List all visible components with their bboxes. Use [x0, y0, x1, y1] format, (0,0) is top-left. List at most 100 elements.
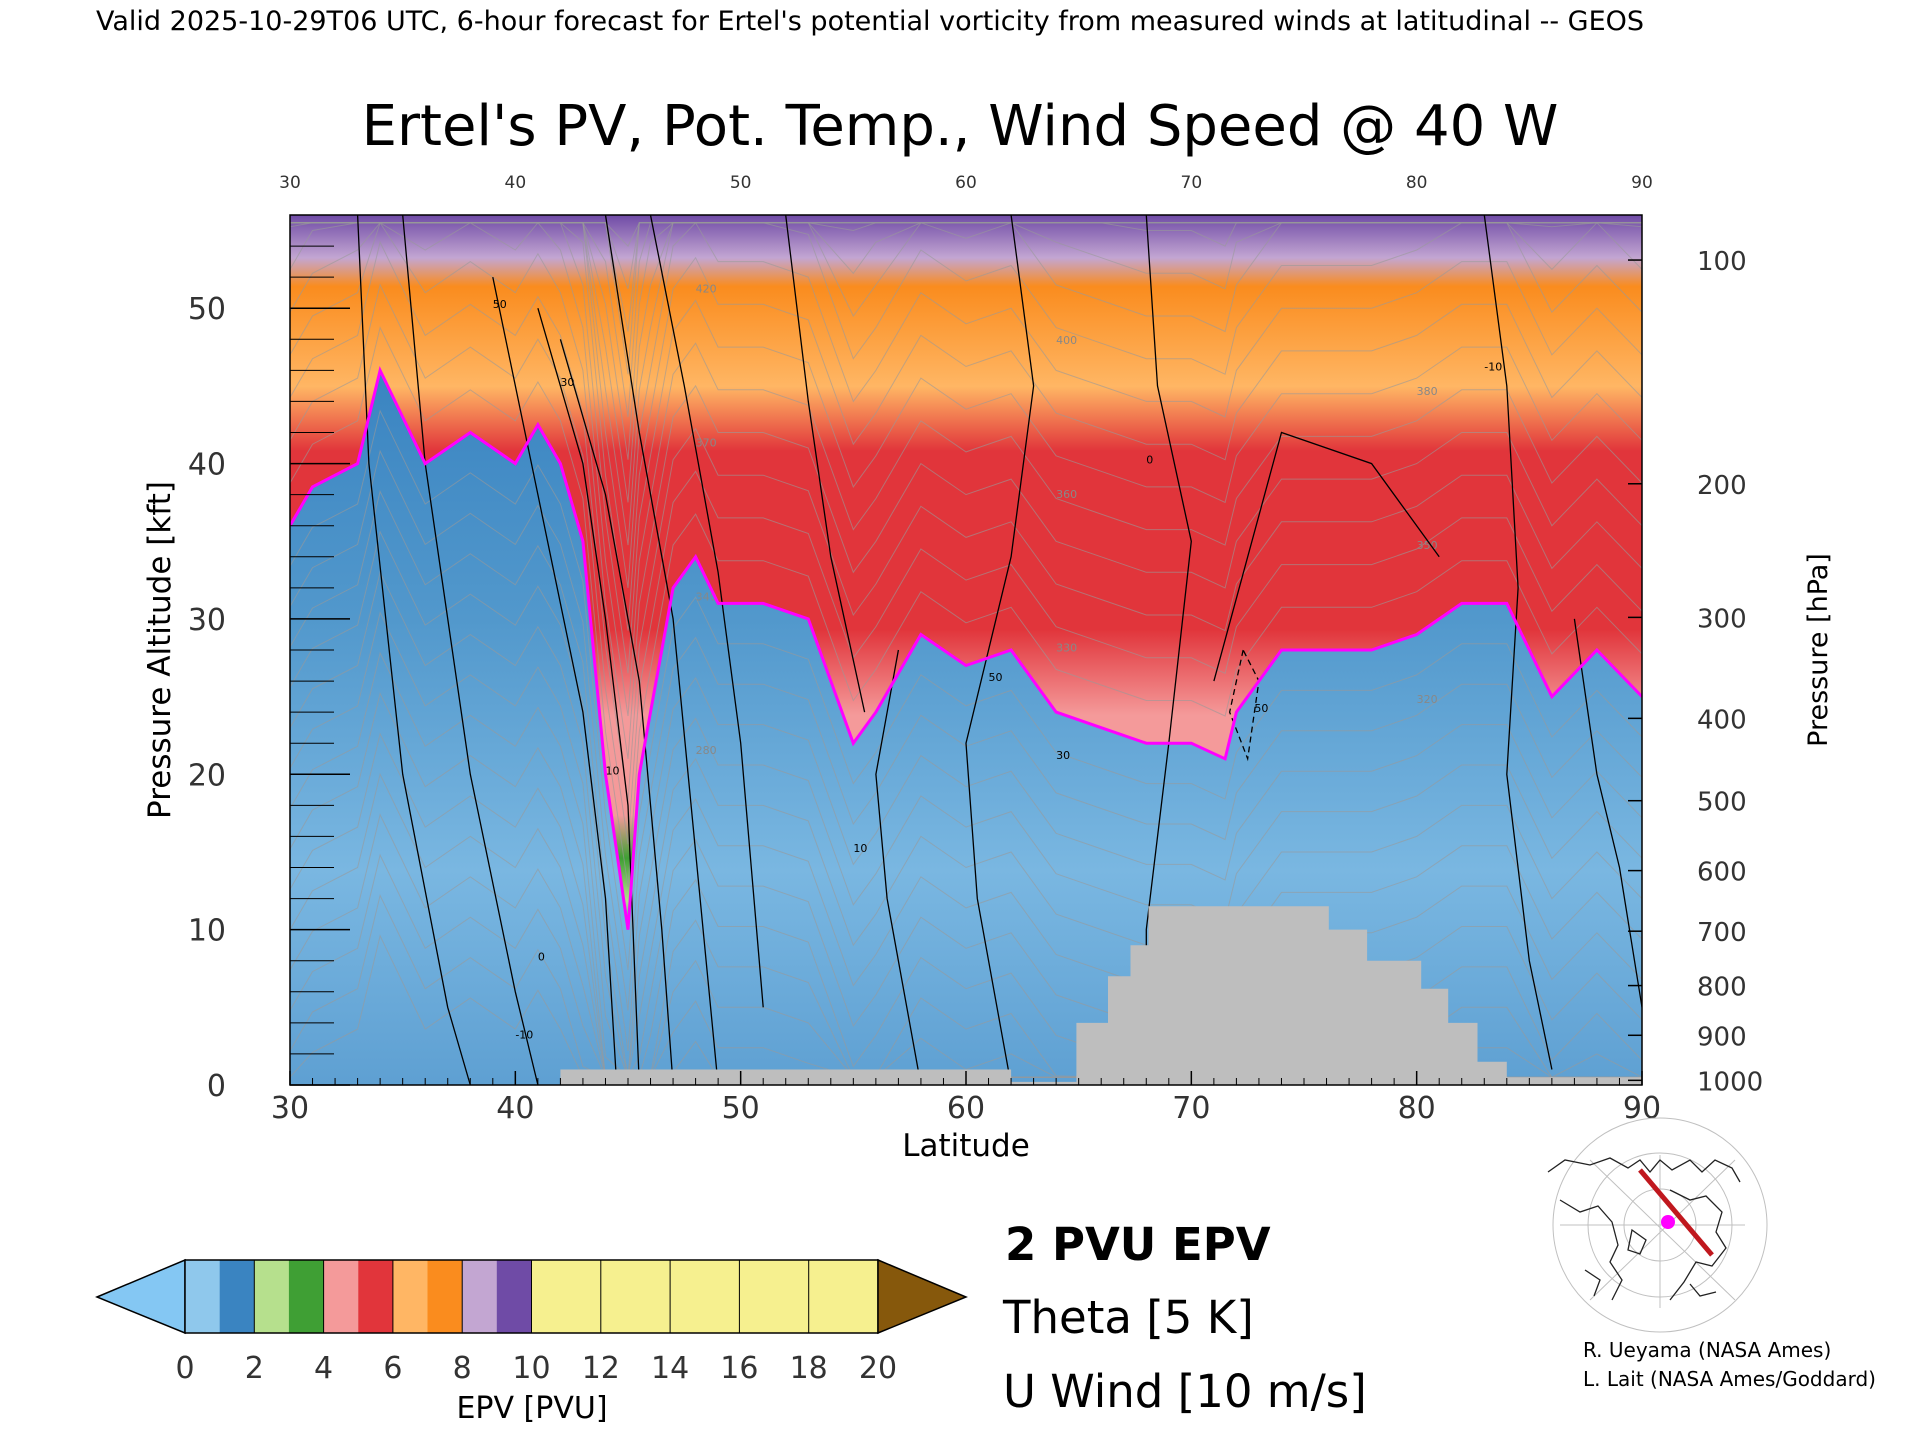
- x-axis-bottom: 30 40 50 60 70 80 90: [271, 1071, 1661, 1126]
- colorbar-cell: [635, 1260, 671, 1333]
- theta-isentrope: [290, 222, 1642, 717]
- colorbar-cell: [739, 1260, 775, 1333]
- x-top-tick-label: 50: [730, 173, 752, 193]
- x-tick-label: 90: [1623, 1091, 1661, 1126]
- theta-isentrope: [290, 409, 1642, 971]
- u-wind-contour: [604, 215, 719, 1085]
- u-wind-contour: [492, 276, 618, 1085]
- u-wind-contour-label: 0: [538, 951, 545, 964]
- pressure-tick-label: 300: [1697, 604, 1747, 634]
- inset-outer-circle: [1552, 1117, 1768, 1333]
- plot-area: 420 400 380 370 360 350 340 330 320 280 50 30 10 0 -1…: [290, 215, 1642, 1085]
- plot-title: Ertel's PV, Pot. Temp., Wind Speed @ 40 …: [362, 94, 1559, 159]
- theta-contour-label: 340: [696, 590, 717, 603]
- pressure-tick-label: 600: [1697, 858, 1747, 888]
- theta-isentrope: [290, 240, 1642, 802]
- y2-axis-label: Pressure [hPa]: [1803, 553, 1834, 747]
- colorbar-cell: [219, 1260, 255, 1333]
- theta-contour-label: 420: [696, 283, 717, 296]
- theta-isentrope: [290, 449, 1642, 1011]
- theta-contour-label: 320: [1417, 693, 1438, 706]
- y-tick-label: 30: [188, 603, 226, 638]
- colorbar-tick-label: 6: [383, 1351, 402, 1386]
- theta-isentrope: [290, 221, 1642, 759]
- u-wind-contour: [649, 215, 764, 1008]
- colorbar-tick-label: 10: [512, 1351, 550, 1386]
- u-wind-contour-label: 10: [853, 842, 867, 855]
- colorbar-cell: [427, 1260, 463, 1333]
- colorbar-cell: [358, 1260, 394, 1333]
- x-tick-label: 30: [271, 1091, 309, 1126]
- u-wind-contour-label: -10: [515, 1028, 533, 1041]
- x-top-tick-label: 70: [1181, 173, 1203, 193]
- theta-contour-label: 350: [1417, 539, 1438, 552]
- theta-isentrope: [290, 490, 1642, 1051]
- theta-contour-label: 370: [696, 436, 717, 449]
- colorbar-cell: [496, 1260, 533, 1333]
- pressure-tick-label: 500: [1697, 788, 1747, 818]
- colorbar-tick-label: 4: [314, 1351, 333, 1386]
- colorbar-over-arrow: [877, 1258, 968, 1335]
- terrain-mask: [560, 906, 1642, 1085]
- pressure-tick-label: 100: [1697, 247, 1747, 277]
- y-tick-label: 10: [188, 914, 226, 949]
- u-wind-contour: [875, 649, 922, 1085]
- theta-contour-label: 400: [1056, 334, 1077, 347]
- u-wind-contour-label: 50: [989, 671, 1003, 684]
- u-wind-contour: [559, 339, 674, 1085]
- u-wind-contour-label: 10: [605, 764, 619, 777]
- x-top-tick-label: 40: [505, 173, 527, 193]
- u-wind-contour-label: 0: [1146, 454, 1153, 467]
- x-top-tick-label: 60: [955, 173, 977, 193]
- colorbar-cells: [184, 1259, 879, 1334]
- credit-line-2: L. Lait (NASA Ames/Goddard): [1583, 1367, 1876, 1391]
- colorbar-under-arrow: [95, 1258, 186, 1335]
- y-tick-label: 20: [188, 758, 226, 793]
- x-tick-label: 50: [722, 1091, 760, 1126]
- inset-section-path: [1638, 1168, 1714, 1257]
- x-axis-top: 30 40 50 60 70 80 90: [279, 173, 1653, 193]
- theta-contour-label: 380: [1417, 385, 1438, 398]
- theta-contour-label: 280: [696, 744, 717, 757]
- pressure-tick-label: 800: [1697, 973, 1747, 1003]
- u-wind-contour-label: 30: [560, 376, 574, 389]
- inset-map: [1547, 1117, 1768, 1333]
- colorbar-cell: [808, 1260, 844, 1333]
- pressure-tick-label: 700: [1697, 918, 1747, 948]
- x-tick-label: 70: [1172, 1091, 1210, 1126]
- y-tick-label: 0: [207, 1069, 226, 1104]
- u-wind-contour-label: 50: [493, 298, 507, 311]
- inset-meridians: [1560, 1155, 1745, 1308]
- colorbar-cell: [600, 1260, 637, 1333]
- theta-contour-label: 330: [1056, 642, 1077, 655]
- u-wind-contours: 50 30 10 0 -10 50 30 10 0 -10 50: [356, 215, 1642, 1085]
- colorbar-label: EPV [PVU]: [456, 1391, 607, 1426]
- pv-2pvu-contour: [290, 365, 1642, 930]
- theta-isentrope: [290, 611, 1642, 1080]
- theta-isentrope: [290, 570, 1642, 1078]
- colorbar-cell: [462, 1260, 498, 1333]
- u-wind-contour: [1573, 618, 1642, 1008]
- colorbar-cell: [704, 1260, 741, 1333]
- x-tick-label: 80: [1398, 1091, 1436, 1126]
- colorbar-cell: [392, 1260, 429, 1333]
- colorbar-tick-label: 0: [175, 1351, 194, 1386]
- inset-coastlines: [1547, 1157, 1741, 1301]
- legend-epv: 2 PVU EPV: [1005, 1218, 1271, 1271]
- colorbar-tick-label: 8: [453, 1351, 472, 1386]
- valid-line: Valid 2025-10-29T06 UTC, 6-hour forecast…: [96, 6, 1644, 37]
- pressure-tick-label: 400: [1697, 705, 1747, 735]
- colorbar-cell: [323, 1260, 359, 1333]
- colorbar-tick-label: 14: [651, 1351, 689, 1386]
- x-tick-label: 60: [947, 1091, 985, 1126]
- x-axis-label: Latitude: [902, 1128, 1030, 1164]
- y-axis-right: 100 200 300 400 500 600 700 800 900 1000: [1628, 247, 1763, 1097]
- y-axis-label: Pressure Altitude [kft]: [142, 481, 178, 819]
- pressure-tick-label: 1000: [1697, 1067, 1763, 1097]
- u-wind-contour: [785, 215, 866, 713]
- epv-colorbar: 0 2 4 6 8 10 12 14 16 18 20 EPV [PVU]: [95, 1258, 968, 1426]
- colorbar-tick-label: 18: [790, 1351, 828, 1386]
- u-wind-contour: [965, 215, 1035, 1085]
- pressure-tick-label: 200: [1697, 471, 1747, 501]
